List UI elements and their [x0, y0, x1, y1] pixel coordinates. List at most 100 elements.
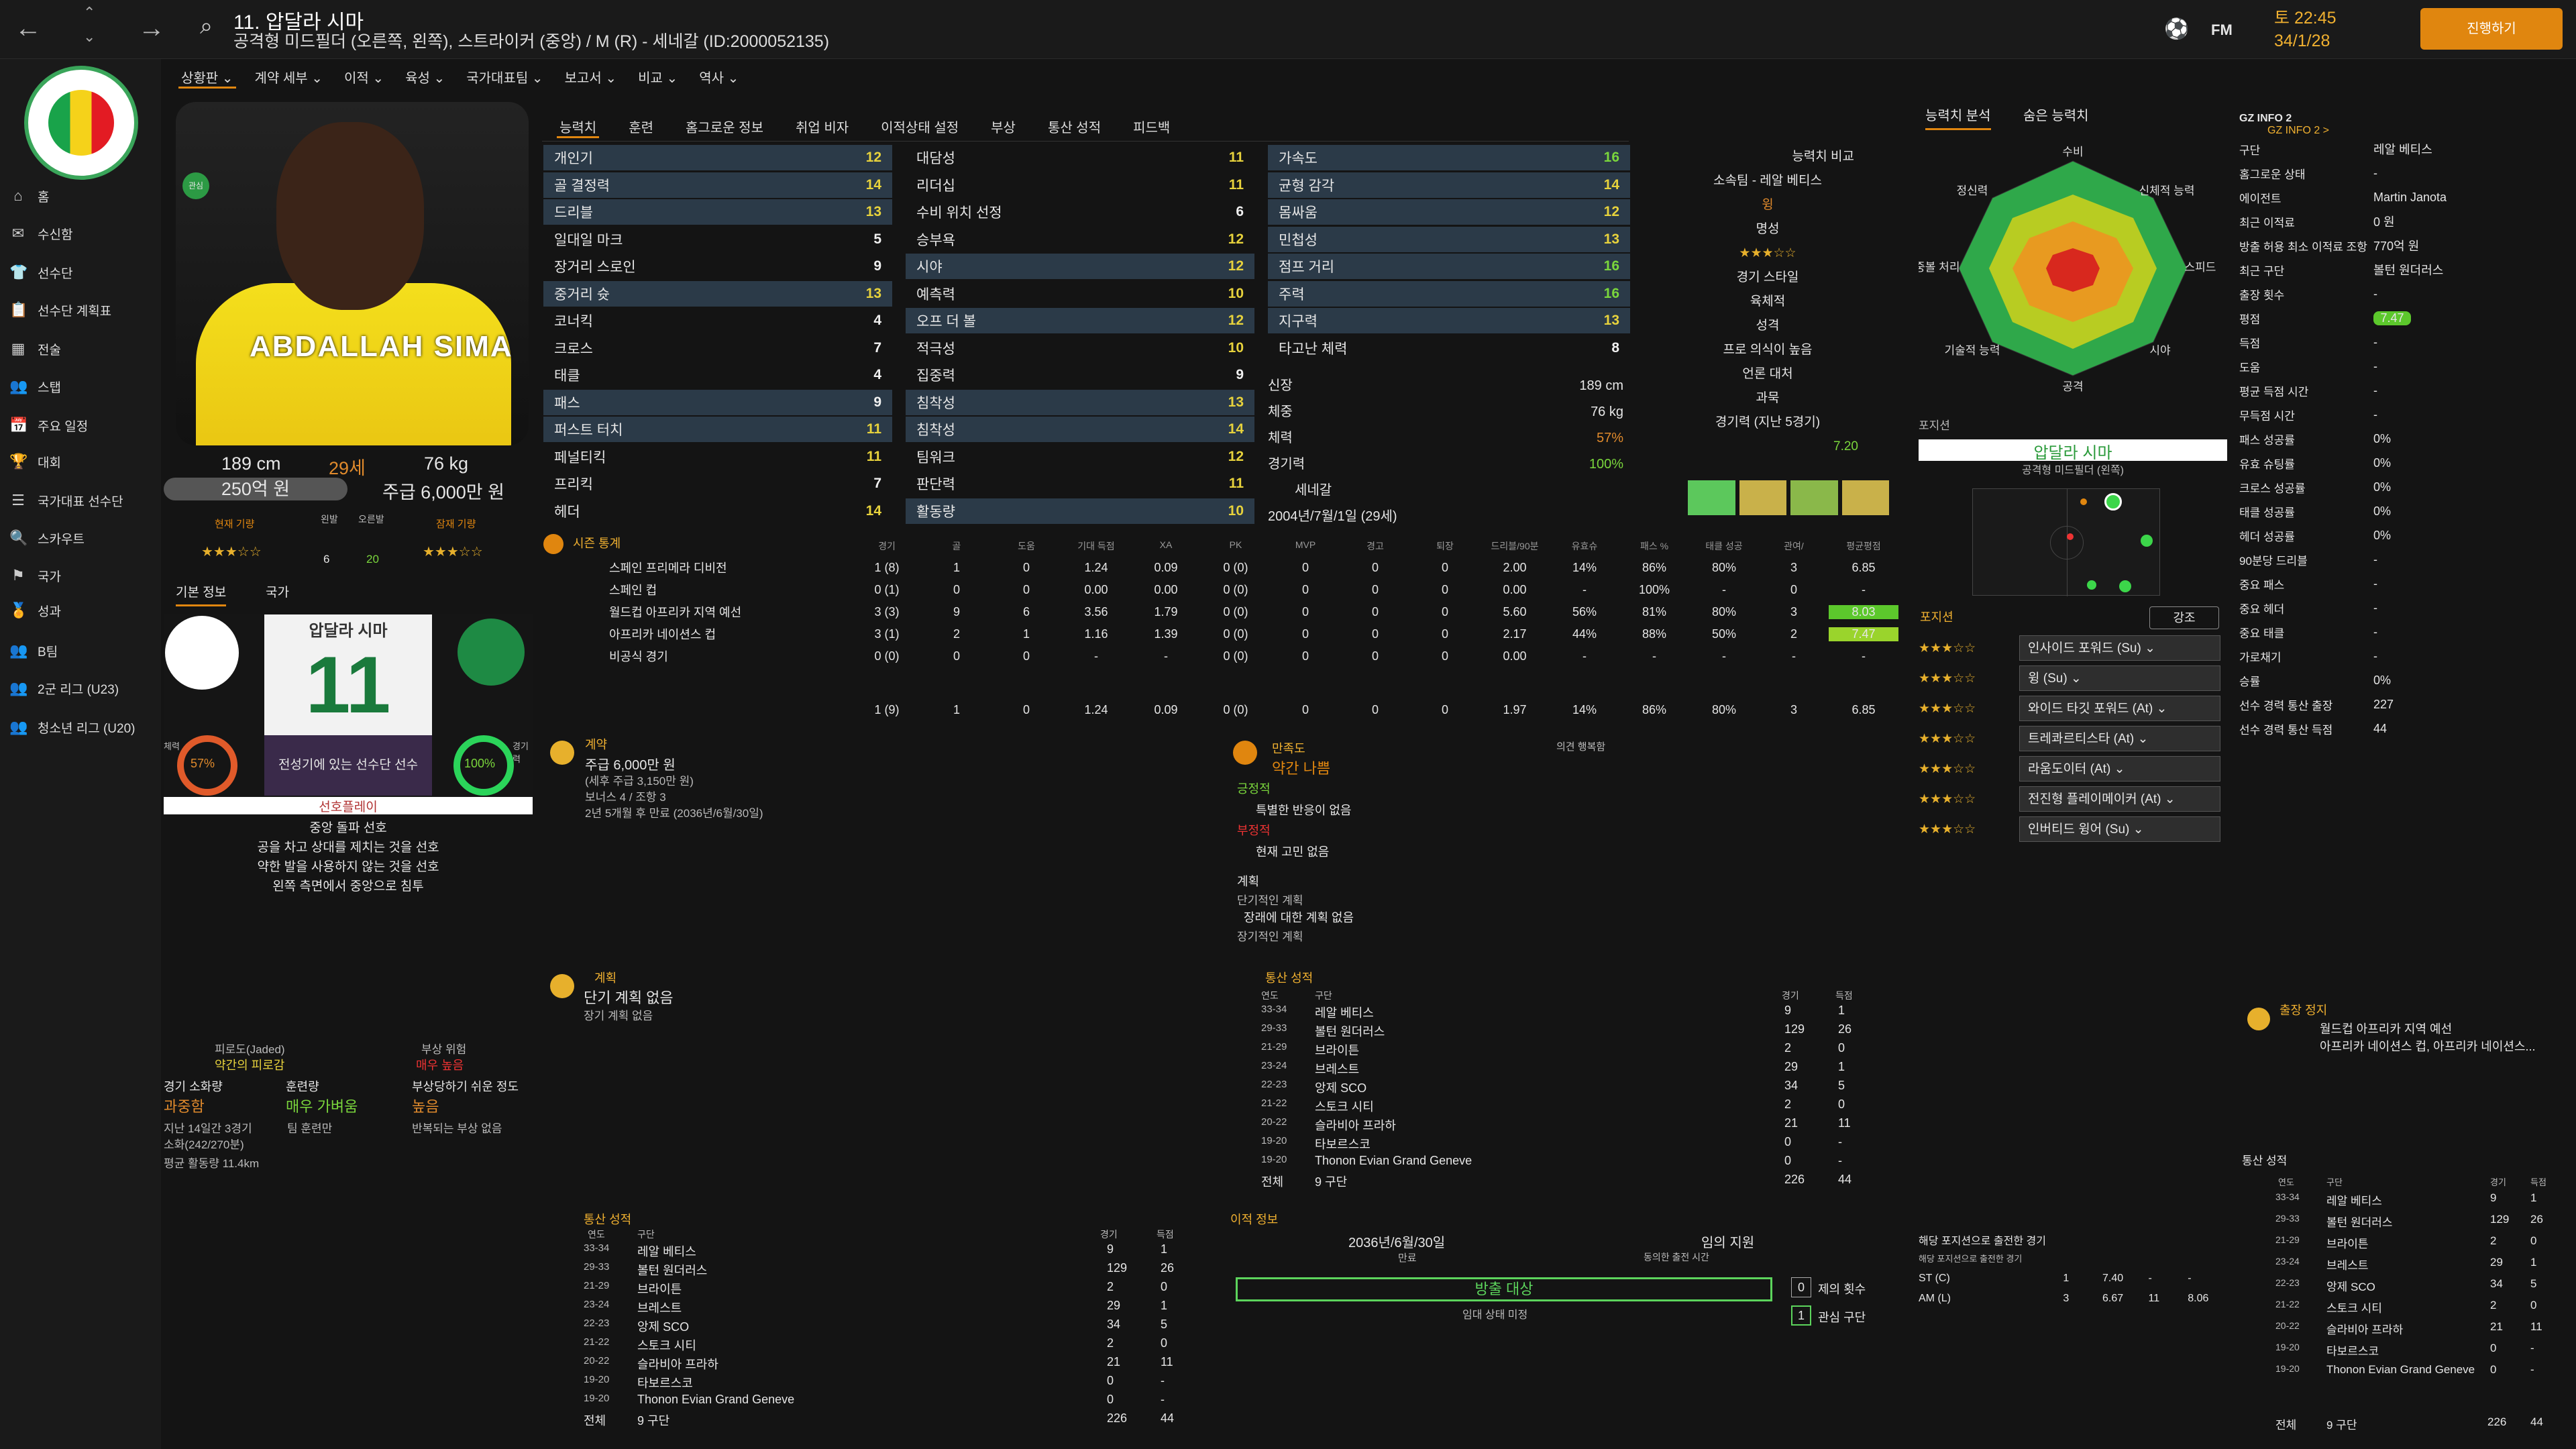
role-dropdown[interactable]: 라움도이터 (At) ⌄ [2019, 756, 2220, 782]
career-row[interactable]: 19-20 타보르스코 0 - [2275, 1342, 2564, 1358]
gz-subtitle[interactable]: GZ INFO 2 > [2267, 125, 2330, 136]
attribute-row[interactable]: 개인기 12 [543, 145, 892, 170]
transfer-listed-button[interactable]: 방출 대상 [1236, 1277, 1772, 1301]
role-dropdown[interactable]: 전진형 플레이메이커 (At) ⌄ [2019, 786, 2220, 812]
attribute-row[interactable]: 주력 16 [1268, 280, 1630, 307]
attribute-row[interactable]: 팀워크 12 [906, 444, 1254, 470]
career-title-bottom[interactable]: 통산 성적 [584, 1213, 632, 1226]
role-dropdown[interactable]: 윙 (Su) ⌄ [2019, 665, 2220, 691]
attribute-row[interactable]: 침착성 13 [906, 389, 1254, 415]
role-row[interactable]: ★★★☆☆ 라움도이터 (At) ⌄ [1919, 755, 2220, 782]
attribute-row[interactable]: 프리킥 7 [543, 471, 892, 496]
career-row[interactable]: 22-23 앙제 SCO 34 5 [1261, 1079, 1865, 1096]
roles-title[interactable]: 포지션 [1920, 610, 1953, 624]
attribute-row[interactable]: 활동량 10 [906, 498, 1254, 524]
career-row[interactable]: 33-34 레알 베티스 9 1 [2275, 1191, 2564, 1208]
game-date[interactable]: 토 22:45 34/1/28 [2274, 9, 2337, 50]
attribute-tab[interactable]: 통산 성적 [1047, 121, 1102, 136]
fm-logo[interactable]: FM [2211, 21, 2233, 38]
back-icon[interactable]: ← [15, 13, 42, 43]
sidebar-item[interactable]: 📋 선수단 계획표 [9, 295, 157, 325]
attribute-row[interactable]: 가속도 16 [1268, 145, 1630, 170]
subtab[interactable]: 역사 ⌄ [699, 71, 739, 86]
sidebar-item[interactable]: ☰ 국가대표 선수단 [9, 486, 157, 515]
career-row[interactable]: 19-20 타보르스코 0 - [1261, 1135, 1865, 1152]
subtab[interactable]: 상황판 ⌄ [178, 64, 236, 89]
attribute-tab[interactable]: 이적상태 설정 [881, 121, 959, 136]
sidebar-item[interactable]: 🏅 성과 [9, 596, 157, 625]
tab-hidden-attributes[interactable]: 숨은 능력치 [2023, 109, 2089, 123]
sidebar-item[interactable]: ⌂ 홈 [9, 181, 157, 211]
role-dropdown[interactable]: 인버티드 윙어 (Su) ⌄ [2019, 816, 2220, 842]
season-row[interactable]: 스페인 프리메라 디비전 1 (8) 1 0 1.24 0.09 0 (0) 0 0 0 2.00 1… [543, 557, 1898, 578]
role-row[interactable]: ★★★☆☆ 전진형 플레이메이커 (At) ⌄ [1919, 786, 2220, 812]
attribute-row[interactable]: 헤더 14 [543, 498, 892, 524]
attribute-row[interactable]: 코너킥 4 [543, 308, 892, 333]
attribute-row[interactable]: 지구력 13 [1268, 308, 1630, 333]
attribute-row[interactable]: 크로스 7 [543, 335, 892, 361]
ball-icon[interactable]: ⚽ [2164, 18, 2190, 40]
sidebar-item[interactable]: 👥 스탭 [9, 372, 157, 401]
sidebar-item[interactable]: 👥 B팀 [9, 636, 157, 665]
plans-title[interactable]: 계획 [594, 971, 617, 985]
attribute-row[interactable]: 점프 거리 16 [1268, 254, 1630, 279]
role-row[interactable]: ★★★☆☆ 윙 (Su) ⌄ [1919, 665, 2220, 692]
attribute-row[interactable]: 패스 9 [543, 389, 892, 415]
attribute-row[interactable]: 침착성 14 [906, 417, 1254, 442]
sidebar-item[interactable]: 👕 선수단 [9, 258, 157, 287]
subtab[interactable]: 비교 ⌄ [638, 71, 678, 86]
attribute-row[interactable]: 페널티킥 11 [543, 444, 892, 470]
role-row[interactable]: ★★★☆☆ 인버티드 윙어 (Su) ⌄ [1919, 816, 2220, 843]
career-row[interactable]: 23-24 브레스트 29 1 [2275, 1256, 2564, 1273]
attribute-tab[interactable]: 피드백 [1133, 121, 1171, 136]
attribute-tab[interactable]: 능력치 [557, 114, 600, 138]
career-row[interactable]: 33-34 레알 베티스 9 1 [1261, 1004, 1865, 1021]
tab-attribute-analysis[interactable]: 능력치 분석 [1925, 105, 1991, 130]
tab-basic-info[interactable]: 기본 정보 [176, 582, 227, 606]
subtab[interactable]: 국가대표팀 ⌄ [466, 71, 543, 86]
career-row[interactable]: 29-33 볼턴 원더러스 129 26 [2275, 1213, 2564, 1230]
attribute-row[interactable]: 골 결정력 14 [543, 172, 892, 198]
attribute-row[interactable]: 일대일 마크 5 [543, 227, 892, 252]
season-row[interactable]: 아프리카 네이션스 컵 3 (1) 2 1 1.16 1.39 0 (0) 0 0 0 2.17 44… [543, 623, 1898, 645]
contract-title[interactable]: 계약 [585, 738, 608, 751]
attribute-tab[interactable]: 홈그로운 정보 [686, 121, 763, 136]
attribute-row[interactable]: 드리블 13 [543, 199, 892, 225]
career-row[interactable]: 29-33 볼턴 원더러스 129 26 [1261, 1022, 1865, 1040]
subtab[interactable]: 육성 ⌄ [405, 71, 445, 86]
search-icon[interactable]: ⌕ [200, 13, 213, 39]
career-row[interactable]: 29-33 볼턴 원더러스 129 26 [584, 1261, 1187, 1279]
attribute-row[interactable]: 리더십 11 [906, 172, 1254, 198]
attribute-row[interactable]: 퍼스트 터치 11 [543, 417, 892, 442]
attribute-row[interactable]: 균형 감각 14 [1268, 172, 1630, 198]
tab-nation[interactable]: 국가 [266, 586, 289, 600]
attribute-row[interactable]: 오프 더 볼 12 [906, 308, 1254, 333]
career-row[interactable]: 19-20 Thonon Evian Grand Geneve 0 - [1261, 1154, 1865, 1168]
career-title-mid[interactable]: 통산 성적 [1265, 971, 1313, 985]
attribute-tab[interactable]: 훈련 [629, 121, 654, 136]
attribute-row[interactable]: 집중력 9 [906, 362, 1254, 388]
season-row[interactable]: 비공식 경기 0 (0) 0 0 - - 0 (0) 0 0 0 0.00 - - - - - [543, 645, 1898, 667]
compare-dropdown[interactable]: 능력치 비교 [1792, 150, 1854, 164]
attribute-row[interactable]: 장거리 스로인 9 [543, 254, 892, 279]
season-row[interactable]: 월드컵 아프리카 지역 예선 3 (3) 9 6 3.56 1.79 0 (0) 0 0 0 5.6… [543, 601, 1898, 623]
role-row[interactable]: ★★★☆☆ 인사이드 포워드 (Su) ⌄ [1919, 635, 2220, 661]
attribute-row[interactable]: 중거리 슛 13 [543, 280, 892, 307]
role-dropdown[interactable]: 와이드 타깃 포워드 (At) ⌄ [2019, 696, 2220, 721]
attribute-row[interactable]: 승부욕 12 [906, 227, 1254, 252]
role-row[interactable]: ★★★☆☆ 트레콰르티스타 (At) ⌄ [1919, 725, 2220, 752]
attribute-row[interactable]: 민첩성 13 [1268, 226, 1630, 252]
career-row[interactable]: 21-29 브라이튼 2 0 [584, 1280, 1187, 1297]
interested-label[interactable]: 관심 구단 [1818, 1311, 1866, 1324]
down-icon[interactable]: ⌄ [83, 28, 96, 45]
role-dropdown[interactable]: 트레콰르티스타 (At) ⌄ [2019, 726, 2220, 751]
sidebar-item[interactable]: ▦ 전술 [9, 334, 157, 364]
forward-icon[interactable]: → [138, 13, 165, 43]
attribute-tab[interactable]: 부상 [991, 121, 1016, 136]
career-row[interactable]: 21-22 스토크 시티 2 0 [1261, 1097, 1865, 1115]
attribute-row[interactable]: 수비 위치 선정 6 [906, 199, 1254, 225]
sidebar-item[interactable]: ⚑ 국가 [9, 561, 157, 590]
career-row[interactable]: 21-29 브라이튼 2 0 [2275, 1234, 2564, 1251]
career-row[interactable]: 19-20 Thonon Evian Grand Geneve 0 - [584, 1393, 1187, 1407]
career-row[interactable]: 21-22 스토크 시티 2 0 [2275, 1299, 2564, 1316]
